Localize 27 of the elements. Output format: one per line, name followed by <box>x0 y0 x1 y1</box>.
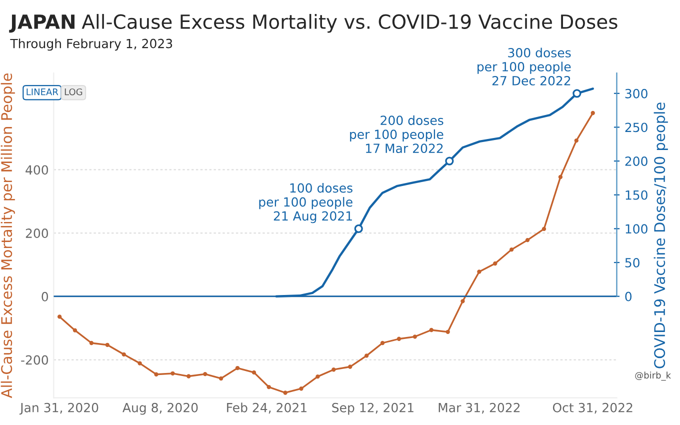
chart-title: JAPAN All-Cause Excess Mortality vs. COVID-19 Vaccine Doses <box>9 14 618 33</box>
y2-axis-title: COVID-19 Vaccine Doses/100 people <box>654 102 668 368</box>
x-tick-label: Oct 31, 2022 <box>552 402 632 414</box>
x-tick-label: Feb 24, 2021 <box>227 402 306 414</box>
y2-tick-label: 0 <box>625 292 632 302</box>
annotation: LOG <box>64 88 82 96</box>
y2-tick-label: 50 <box>625 258 640 268</box>
y-tick-label: 200 <box>26 228 48 238</box>
y2-tick-label: 100 <box>626 224 648 234</box>
y-tick-label: -200 <box>21 355 48 365</box>
chart-subtitle: Through February 1, 2023 <box>10 38 172 51</box>
annotation: LINEAR <box>26 88 58 96</box>
y-tick-label: 400 <box>26 165 48 175</box>
y2-tick-label: 150 <box>626 190 648 200</box>
x-tick-label: Jan 31, 2020 <box>19 402 98 415</box>
annotation: 200 doses per 100 people 17 Mar 2022 <box>350 115 444 154</box>
x-tick-label: Aug 8, 2020 <box>122 402 198 415</box>
y2-tick-label: 200 <box>625 156 648 166</box>
annotation: 300 doses per 100 people 27 Dec 2022 <box>478 48 571 86</box>
x-tick-label: Sep 12, 2021 <box>332 402 414 415</box>
x-tick-label: Mar 31, 2022 <box>438 402 520 414</box>
y2-tick-label: 300 <box>625 88 648 98</box>
text: @birb_k <box>635 372 671 381</box>
y-tick-label: 0 <box>42 292 48 302</box>
annotation: 100 doses per 100 people 21 Aug 2021 <box>259 183 352 224</box>
y-axis-title: All-Cause Excess Mortality per Million People <box>0 74 15 398</box>
y2-tick-label: 250 <box>625 122 648 132</box>
